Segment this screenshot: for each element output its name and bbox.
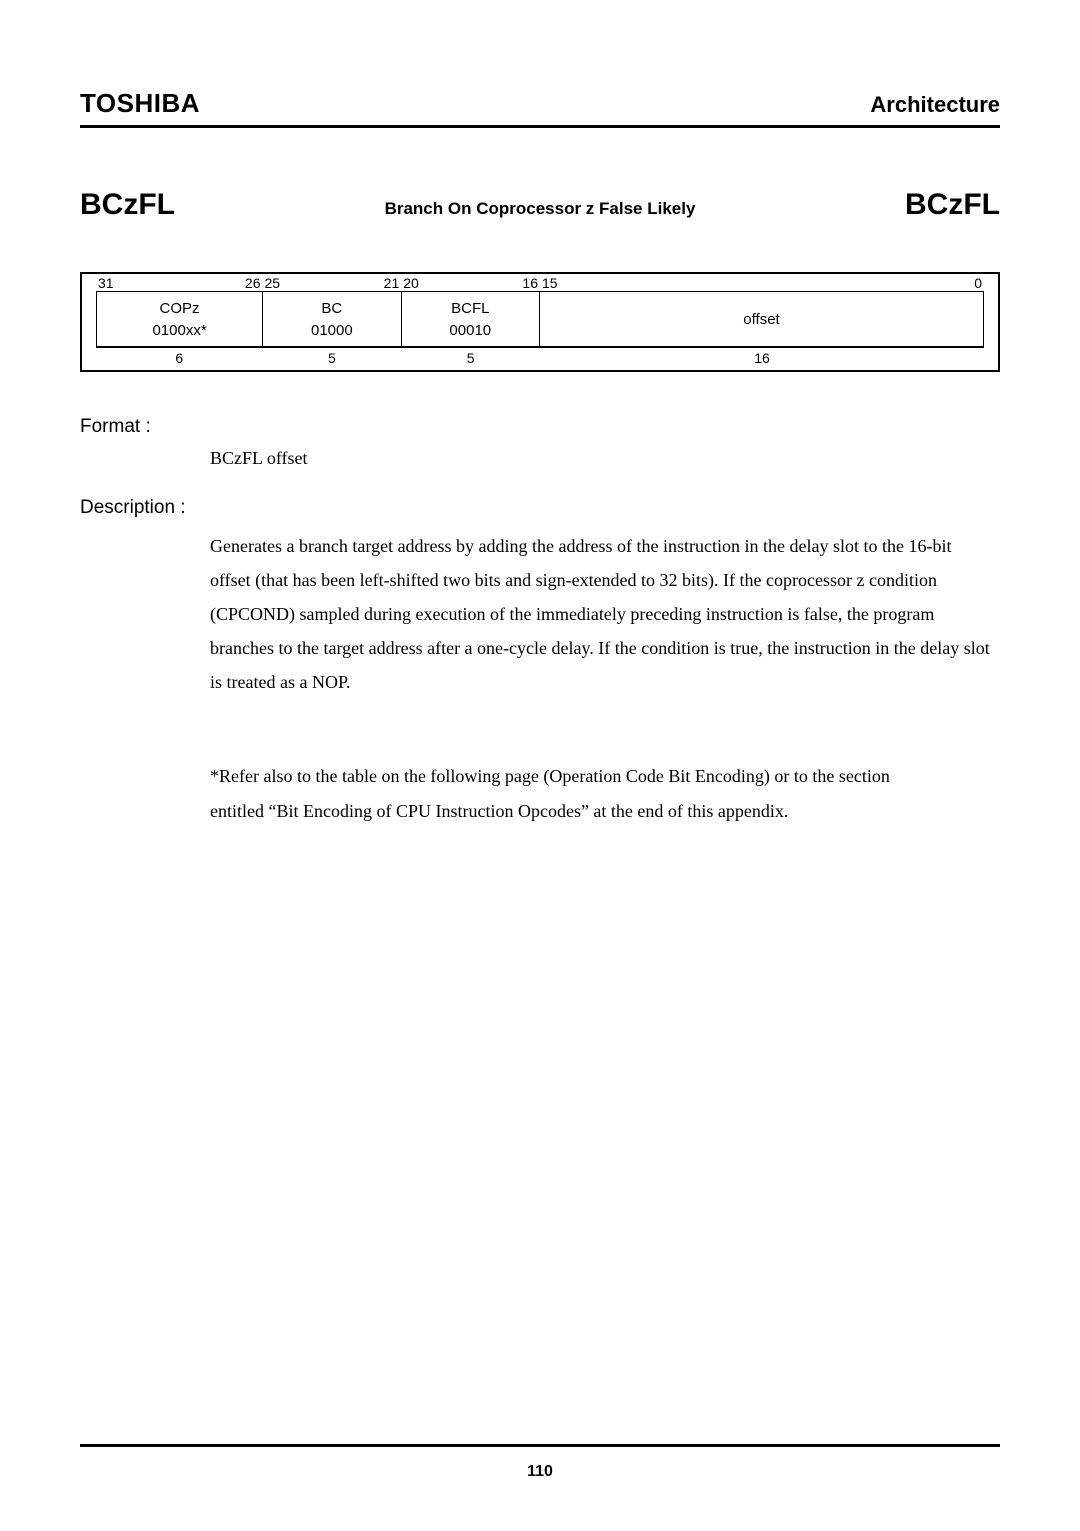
format-label: Format :	[80, 416, 1000, 438]
footnote-line1: *Refer also to the table on the followin…	[210, 759, 990, 793]
mnemonic-right: BCzFL	[905, 188, 1000, 222]
bit-range-0: 31 26	[96, 275, 263, 291]
bit-range-3: 15 0	[540, 275, 984, 291]
field-widths-row: 6 5 5 16	[96, 347, 984, 366]
field-width-3: 16	[540, 348, 984, 366]
instruction-full-name: Branch On Coprocessor z False Likely	[175, 191, 905, 219]
field-name: offset	[743, 309, 779, 331]
footnote: *Refer also to the table on the followin…	[210, 759, 990, 827]
format-value: BCzFL offset	[210, 448, 1000, 469]
mnemonic-left: BCzFL	[80, 188, 175, 222]
description-text: Generates a branch target address by add…	[210, 529, 990, 700]
bit-lo: 0	[974, 275, 982, 291]
field-name: COPz	[97, 298, 262, 320]
bit-range-2: 20 16	[401, 275, 540, 291]
bit-lo: 26	[245, 275, 261, 291]
field-name: BCFL	[402, 298, 539, 320]
bit-index-row: 31 26 25 21 20 16 15 0	[96, 275, 984, 291]
page-header: TOSHIBA Architecture	[80, 88, 1000, 128]
encoding-fields-row: COPz 0100xx* BC 01000 BCFL 00010 offset	[96, 291, 984, 347]
instruction-title-row: BCzFL Branch On Coprocessor z False Like…	[80, 188, 1000, 222]
field-bits: 00010	[402, 320, 539, 342]
bit-lo: 16	[522, 275, 538, 291]
description-label: Description :	[80, 497, 1000, 519]
field-bits: 0100xx*	[97, 320, 262, 342]
field-width-2: 5	[401, 348, 540, 366]
field-cell-0: COPz 0100xx*	[97, 292, 263, 346]
bit-hi: 20	[403, 275, 419, 291]
field-cell-3: offset	[540, 292, 983, 346]
footnote-line2: entitled “Bit Encoding of CPU Instructio…	[210, 794, 990, 828]
field-name: BC	[263, 298, 400, 320]
field-cell-2: BCFL 00010	[402, 292, 540, 346]
section-title: Architecture	[870, 92, 1000, 118]
page-footer: 110	[80, 1444, 1000, 1481]
bit-lo: 21	[384, 275, 400, 291]
field-cell-1: BC 01000	[263, 292, 401, 346]
page-number: 110	[527, 1463, 553, 1480]
field-bits: 01000	[263, 320, 400, 342]
field-width-0: 6	[96, 348, 263, 366]
bit-range-1: 25 21	[263, 275, 402, 291]
bit-hi: 15	[542, 275, 558, 291]
field-width-1: 5	[263, 348, 402, 366]
encoding-diagram: 31 26 25 21 20 16 15 0 COPz 0100xx* BC 0…	[80, 272, 1000, 372]
brand-logo-text: TOSHIBA	[80, 88, 200, 119]
bit-hi: 31	[98, 275, 114, 291]
bit-hi: 25	[265, 275, 281, 291]
